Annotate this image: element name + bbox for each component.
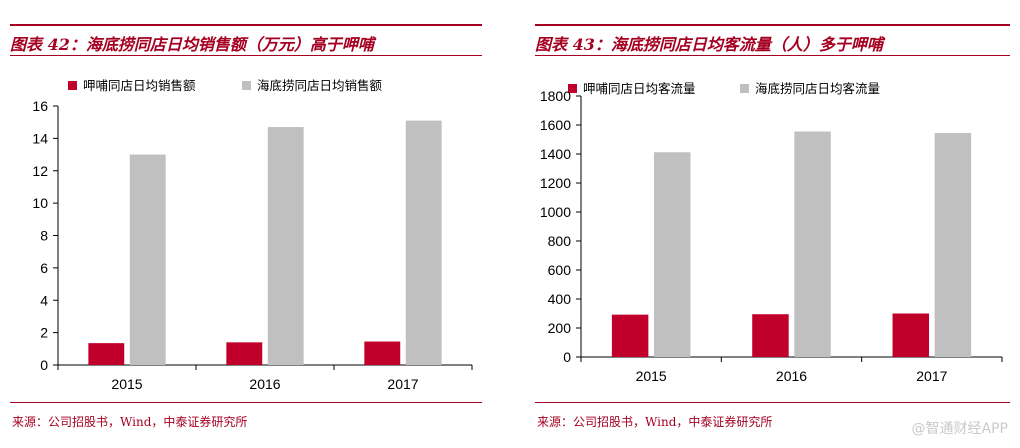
- chart-title: 图表 42：海底捞同店日均销售额（万元）高于呷哺: [10, 35, 374, 54]
- y-tick-label: 400: [548, 291, 572, 307]
- x-tick-label: 2015: [636, 368, 667, 384]
- source-note: 来源：公司招股书，Wind，中泰证券研究所: [537, 415, 773, 429]
- sales-bar-chart: 呷哺同店日均销售额 海底捞同店日均销售额 0 2 4 6 8 10 12 14 16 2015 2016…: [32, 78, 473, 392]
- y-tick-label: 14: [32, 130, 48, 146]
- top-rule: [535, 24, 1010, 26]
- bar-haidilao-2016: [267, 127, 304, 365]
- x-tick-label: 2015: [111, 376, 142, 392]
- bottom-rule: [10, 402, 482, 403]
- x-tick-label: 2017: [916, 368, 947, 384]
- x-tick-label: 2017: [387, 376, 418, 392]
- bar-xiabu-2015: [88, 343, 125, 365]
- y-tick-label: 10: [32, 195, 48, 211]
- bar-haidilao-2015: [653, 152, 691, 357]
- legend-label-1: 海底捞同店日均客流量: [755, 81, 880, 96]
- bar-haidilao-2016: [794, 131, 831, 357]
- y-tick-label: 0: [40, 357, 48, 373]
- y-tick-label: 4: [40, 292, 48, 308]
- x-tick-label: 2016: [776, 368, 807, 384]
- legend-swatch-0: [68, 81, 77, 90]
- y-tick-label: 1600: [540, 117, 571, 133]
- bar-haidilao-2017: [405, 120, 442, 365]
- legend-label-1: 海底捞同店日均销售额: [257, 78, 383, 93]
- traffic-bar-chart: 呷哺同店日均客流量 海底捞同店日均客流量 0 200 400 600 800 1000 1200…: [540, 81, 1003, 384]
- y-tick-label: 16: [32, 98, 48, 114]
- y-tick-label: 1800: [540, 88, 571, 104]
- y-tick-label: 600: [548, 262, 572, 278]
- title-rule: [535, 55, 1010, 56]
- legend-label-0: 呷哺同店日均销售额: [83, 78, 196, 93]
- legend-label-0: 呷哺同店日均客流量: [583, 81, 696, 96]
- bar-xiabu-2017: [892, 313, 930, 357]
- watermark: @智通财经APP: [911, 421, 1008, 437]
- bottom-rule: [535, 402, 1010, 403]
- y-tick-label: 1000: [540, 204, 571, 220]
- title-rule: [10, 55, 482, 56]
- bar-xiabu-2016: [752, 314, 789, 357]
- chart-title: 图表 43：海底捞同店日均客流量（人）多于呷哺: [535, 35, 883, 54]
- legend-swatch-0: [568, 84, 577, 93]
- y-tick-label: 1200: [540, 175, 571, 191]
- y-tick-label: 12: [32, 163, 48, 179]
- bar-haidilao-2015: [129, 154, 166, 365]
- bar-xiabu-2017: [364, 341, 401, 365]
- bar-haidilao-2017: [934, 132, 972, 357]
- bar-xiabu-2016: [226, 342, 263, 365]
- y-tick-label: 0: [563, 349, 571, 365]
- y-tick-label: 6: [40, 260, 48, 276]
- chart-panel-sales: 图表 42：海底捞同店日均销售额（万元）高于呷哺 呷哺同店日均销售额 海底捞同店日…: [10, 0, 482, 440]
- y-tick-label: 8: [40, 228, 48, 244]
- legend-swatch-1: [740, 84, 749, 93]
- y-tick-label: 1400: [540, 146, 571, 162]
- chart-panel-traffic: 图表 43：海底捞同店日均客流量（人）多于呷哺 呷哺同店日均客流量 海底捞同店日均…: [535, 0, 1010, 440]
- y-tick-label: 800: [548, 233, 572, 249]
- top-rule: [10, 24, 482, 26]
- y-tick-label: 200: [548, 320, 572, 336]
- legend-swatch-1: [242, 81, 251, 90]
- source-note: 来源：公司招股书，Wind，中泰证券研究所: [12, 415, 248, 429]
- y-tick-label: 2: [40, 325, 48, 341]
- bar-xiabu-2015: [611, 314, 649, 357]
- x-tick-label: 2016: [249, 376, 280, 392]
